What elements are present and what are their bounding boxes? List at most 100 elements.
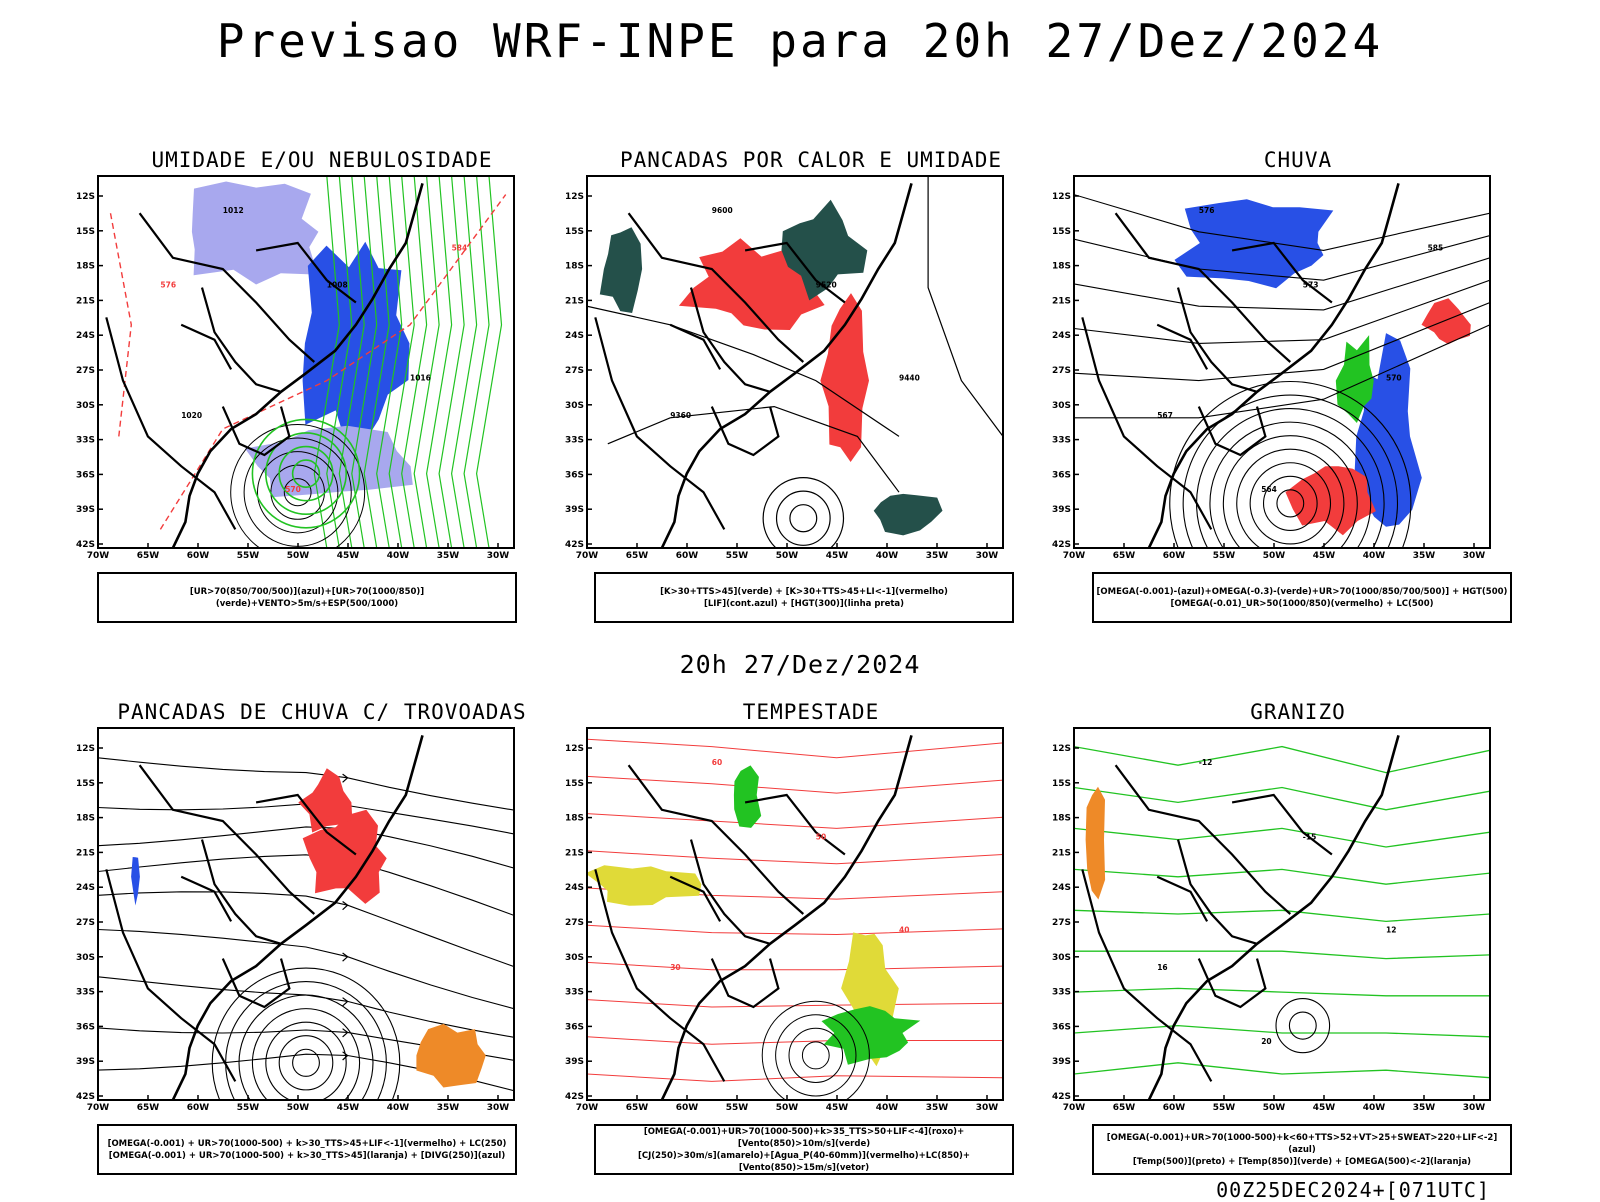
lat-label: 33S xyxy=(76,436,95,446)
lat-label: 30S xyxy=(565,953,584,963)
streamline-vortex xyxy=(265,1021,347,1100)
country-border xyxy=(138,764,316,915)
convection-k-tts xyxy=(781,199,868,301)
lat-label: 33S xyxy=(1052,988,1071,998)
water-column-contour xyxy=(587,961,1003,971)
country-border xyxy=(1156,875,1209,922)
water-column-contour xyxy=(587,775,1003,794)
lat-label: 36S xyxy=(565,470,584,480)
hgt500-contour xyxy=(1249,462,1332,545)
temp850-contour xyxy=(1074,950,1490,960)
map-layer xyxy=(98,735,514,1100)
country-border xyxy=(180,323,233,370)
lon-label: 30W xyxy=(1463,551,1486,561)
main-title: Previsao WRF-INPE para 20h 27/Dez/2024 xyxy=(216,14,1384,68)
streamline-vortex xyxy=(238,994,374,1100)
hgt500-contour xyxy=(1276,489,1305,518)
lon-label: 40W xyxy=(1363,551,1386,561)
contour-value-label: 9600 xyxy=(712,206,733,215)
lat-label: 24S xyxy=(76,883,95,893)
lon-label: 65W xyxy=(137,1103,160,1113)
lat-label: 24S xyxy=(565,883,584,893)
omega-green xyxy=(1335,335,1374,423)
contour-value-label: 1016 xyxy=(410,374,431,383)
contour-value-label: 1008 xyxy=(327,281,348,290)
lon-label: 45W xyxy=(1313,1103,1336,1113)
forecast-time: 20h 27/Dez/2024 xyxy=(679,650,921,679)
humidity-low-levels xyxy=(475,176,503,548)
thickness-line xyxy=(109,213,133,437)
contour-value-label: 20 xyxy=(1261,1037,1271,1046)
lat-label: 24S xyxy=(565,331,584,341)
lat-label: 30S xyxy=(1052,401,1071,411)
lon-label: 65W xyxy=(1113,1103,1136,1113)
omega500-orange xyxy=(1085,786,1106,900)
lat-label: 42S xyxy=(1052,1092,1071,1102)
hgt500-contour xyxy=(1209,421,1372,548)
lon-label: 45W xyxy=(826,1103,849,1113)
lon-label: 60W xyxy=(1163,551,1186,561)
lat-label: 18S xyxy=(76,262,95,272)
lat-label: 21S xyxy=(565,848,584,858)
lon-label: 35W xyxy=(1413,1103,1436,1113)
lon-label: 40W xyxy=(876,1103,899,1113)
lon-label: 55W xyxy=(237,1103,260,1113)
humidity-contour xyxy=(278,445,334,502)
country-border xyxy=(1156,323,1209,370)
lon-label: 65W xyxy=(137,551,160,561)
contour-value-label: 16 xyxy=(1157,963,1167,972)
contour-value-label: 40 xyxy=(899,926,909,935)
country-border xyxy=(200,839,282,945)
humidity-low-levels xyxy=(363,176,390,548)
wind-vortex xyxy=(801,1041,830,1070)
lat-label: 15S xyxy=(76,227,95,237)
legend-umidade: [UR>70(850/700/500)](azul)+[UR>70(1000/8… xyxy=(97,572,517,623)
humidity-low-levels xyxy=(425,176,453,548)
temp850-contour xyxy=(1074,1024,1490,1038)
lat-label: 27S xyxy=(76,366,95,376)
contour-value-label: 570 xyxy=(1386,374,1402,383)
humidity-high-levels xyxy=(191,181,319,285)
lat-label: 36S xyxy=(1052,1022,1071,1032)
lat-label: 42S xyxy=(565,1092,584,1102)
temp850-contour xyxy=(1074,827,1490,848)
contour-value-label: 1020 xyxy=(181,411,202,420)
lat-label: 36S xyxy=(76,470,95,480)
lon-label: 65W xyxy=(626,551,649,561)
lat-label: 36S xyxy=(76,1022,95,1032)
lon-label: 60W xyxy=(187,551,210,561)
streamline-vortex xyxy=(292,1048,320,1077)
streamline-arrow xyxy=(342,1028,349,1038)
lat-label: 39S xyxy=(76,505,95,515)
map-layer xyxy=(105,176,507,548)
lon-label: 30W xyxy=(976,551,999,561)
lat-label: 12S xyxy=(1052,744,1071,754)
streamline xyxy=(98,976,514,1038)
panel-title: TEMPESTADE xyxy=(742,700,880,724)
hgt500-contour xyxy=(1182,394,1398,548)
hgt300-contour xyxy=(607,405,900,493)
contour-value-label: 12 xyxy=(1386,926,1396,935)
lon-label: 70W xyxy=(1063,551,1086,561)
temp850-contour xyxy=(1074,1062,1490,1079)
country-border xyxy=(710,958,780,1009)
lat-label: 15S xyxy=(565,227,584,237)
panel-umidade: UMIDADE E/OU NEBULOSIDADE 12S 15S 18S 21S 24… xyxy=(62,148,582,628)
wind-vortex xyxy=(788,1027,844,1083)
country-border xyxy=(627,764,805,915)
temp850-contour xyxy=(1074,909,1490,923)
hgt500-contour xyxy=(1074,194,1490,251)
map-layer xyxy=(587,176,1003,548)
lat-label: 36S xyxy=(565,1022,584,1032)
lon-label: 30W xyxy=(976,1103,999,1113)
legend-trovoadas: [OMEGA(-0.001) + UR>70(1000-500) + k>30_… xyxy=(97,1124,517,1175)
water-column-contour xyxy=(587,1073,1003,1082)
panel-trovoadas: PANCADAS DE CHUVA C/ TROVOADAS 12S 15S 18S… xyxy=(62,700,582,1180)
map-frame xyxy=(586,175,1004,549)
panel-title: GRANIZO xyxy=(1250,700,1346,724)
water-column-contour xyxy=(587,850,1003,865)
hgt500-contour xyxy=(1074,279,1490,344)
country-border xyxy=(180,875,233,922)
